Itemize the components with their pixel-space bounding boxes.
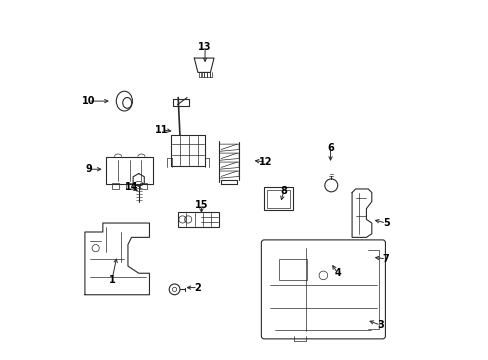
- Text: 6: 6: [326, 143, 333, 153]
- Text: 10: 10: [81, 96, 95, 106]
- Text: 15: 15: [194, 200, 208, 210]
- Bar: [140, 183, 147, 189]
- Text: 9: 9: [85, 164, 92, 174]
- Text: 11: 11: [155, 125, 168, 135]
- Text: 7: 7: [382, 254, 389, 264]
- Bar: [126, 183, 133, 189]
- Text: 3: 3: [377, 320, 384, 330]
- Text: 5: 5: [382, 218, 389, 228]
- Text: 4: 4: [334, 268, 341, 278]
- Text: 12: 12: [259, 157, 272, 167]
- Bar: [178, 212, 219, 226]
- Text: 8: 8: [280, 186, 287, 196]
- Bar: [106, 157, 153, 184]
- Bar: [112, 183, 119, 189]
- Bar: [264, 187, 292, 211]
- Text: 13: 13: [198, 42, 211, 52]
- Bar: [266, 190, 289, 208]
- Text: 2: 2: [194, 283, 201, 293]
- Text: 1: 1: [108, 275, 115, 285]
- Text: 14: 14: [124, 182, 138, 192]
- Bar: [278, 258, 306, 280]
